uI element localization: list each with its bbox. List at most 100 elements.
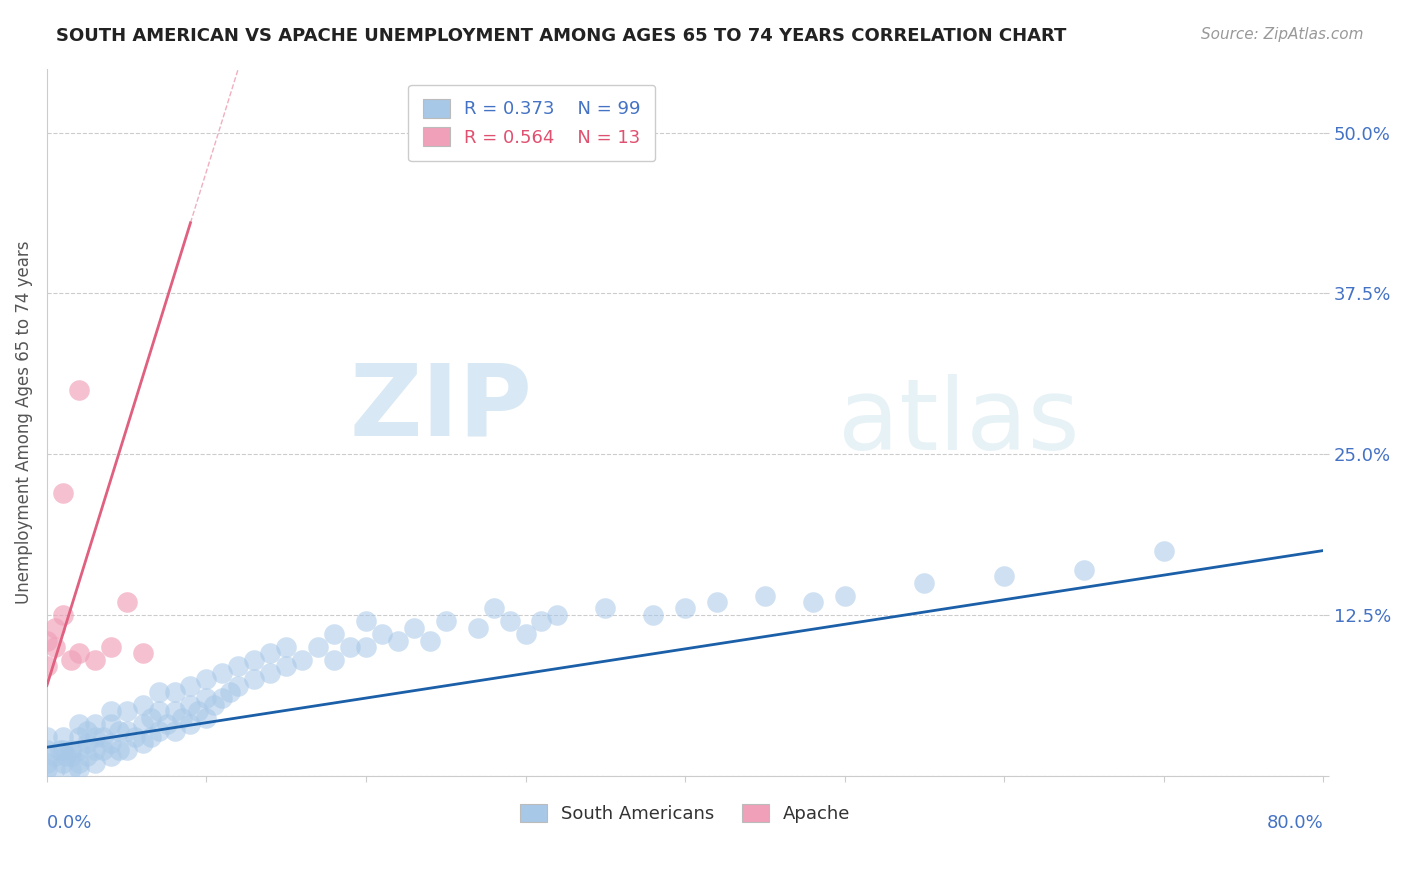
Point [243,653,266,667]
Point [115,723,138,738]
Point [155,717,177,731]
Point [323,627,346,641]
Point [1153,543,1175,558]
Point [52,730,75,744]
Point [67,717,90,731]
Point [291,653,314,667]
Text: atlas: atlas [838,374,1080,470]
Point [100,704,122,718]
Point [148,723,170,738]
Point [419,633,441,648]
Point [801,595,824,609]
Point [115,595,138,609]
Point [243,672,266,686]
Point [482,601,505,615]
Point [402,621,425,635]
Point [163,685,186,699]
Point [91,730,114,744]
Y-axis label: Unemployment Among Ages 65 to 74 years: Unemployment Among Ages 65 to 74 years [15,240,32,604]
Text: ZIP: ZIP [349,359,531,457]
Point [172,711,194,725]
Point [219,685,242,699]
Point [100,717,122,731]
Point [35,762,58,776]
Point [339,640,361,654]
Point [115,743,138,757]
Point [148,685,170,699]
Point [76,749,98,764]
Point [107,743,129,757]
Point [993,569,1015,583]
Point [59,743,82,757]
Point [187,704,209,718]
Point [67,647,90,661]
Point [354,614,377,628]
Point [139,711,162,725]
Point [83,756,105,770]
Point [179,679,201,693]
Point [83,717,105,731]
Point [163,723,186,738]
Point [387,633,409,648]
Point [211,691,233,706]
Point [67,743,90,757]
Point [643,607,665,622]
Point [35,633,58,648]
Point [912,575,935,590]
Point [354,640,377,654]
Point [515,627,537,641]
Point [179,698,201,712]
Point [546,607,568,622]
Point [131,736,153,750]
Point [467,621,489,635]
Point [498,614,520,628]
Point [100,736,122,750]
Point [211,665,233,680]
Point [107,723,129,738]
Point [35,730,58,744]
Point [48,743,70,757]
Point [59,653,82,667]
Point [44,621,66,635]
Point [115,704,138,718]
Point [1073,563,1095,577]
Point [35,743,58,757]
Point [83,743,105,757]
Point [91,743,114,757]
Text: 0.0%: 0.0% [46,814,93,832]
Point [52,756,75,770]
Point [44,640,66,654]
Point [202,698,225,712]
Point [530,614,553,628]
Point [67,762,90,776]
Point [76,736,98,750]
Point [195,711,218,725]
Point [434,614,457,628]
Point [59,762,82,776]
Point [52,485,75,500]
Point [67,383,90,397]
Point [323,653,346,667]
Point [76,723,98,738]
Point [44,749,66,764]
Point [67,756,90,770]
Point [35,756,58,770]
Point [67,730,90,744]
Point [673,601,696,615]
Point [131,717,153,731]
Point [195,691,218,706]
Text: SOUTH AMERICAN VS APACHE UNEMPLOYMENT AMONG AGES 65 TO 74 YEARS CORRELATION CHAR: SOUTH AMERICAN VS APACHE UNEMPLOYMENT AM… [56,27,1067,45]
Point [100,749,122,764]
Point [228,659,250,673]
Point [307,640,329,654]
Point [83,730,105,744]
Point [131,698,153,712]
Point [754,589,776,603]
Point [44,762,66,776]
Point [259,647,281,661]
Point [131,647,153,661]
Point [83,653,105,667]
Point [276,659,298,673]
Point [195,672,218,686]
Point [259,665,281,680]
